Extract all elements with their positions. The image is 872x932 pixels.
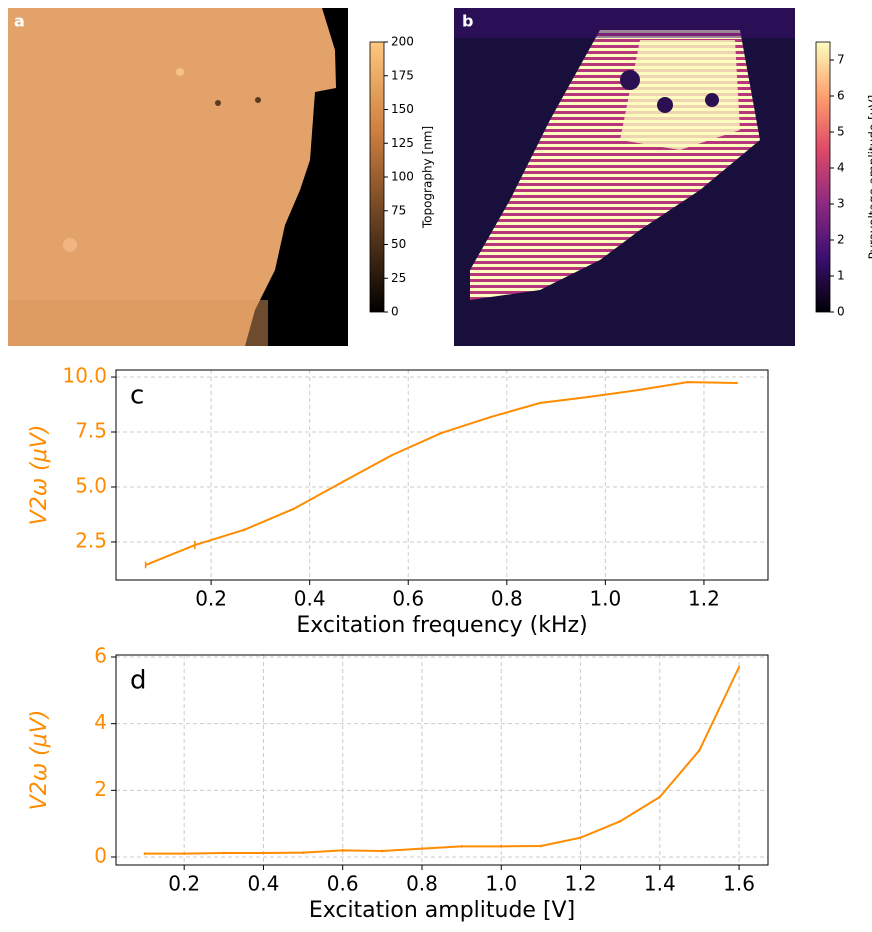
colorbar-tick-label: 1: [837, 269, 845, 283]
x-tick-label: 0.2: [168, 872, 200, 896]
y-tick-label: 4: [94, 710, 107, 734]
y-tick-label: 7.5: [75, 419, 107, 443]
colorbar-tick-label: 25: [391, 271, 406, 285]
x-tick-label: 0.6: [327, 872, 359, 896]
x-tick-label: 0.4: [294, 587, 326, 611]
colorbar-tick-label: 175: [391, 68, 414, 82]
x-tick-label: 1.4: [644, 872, 676, 896]
colorbar-tick-label: 5: [837, 125, 845, 139]
y-tick-label: 5.0: [75, 473, 107, 497]
panel-label: a: [14, 12, 25, 31]
panel-label: d: [130, 666, 147, 696]
colorbar: [815, 41, 831, 313]
colorbar-tick-label: 150: [391, 102, 414, 116]
colorbar-tick-label: 4: [837, 161, 845, 175]
y-tick-label: 2: [94, 777, 107, 801]
axes-frame: [115, 654, 769, 866]
x-tick-label: 0.8: [491, 587, 523, 611]
panel-label: c: [130, 381, 144, 411]
colorbar-tick-label: 200: [391, 35, 414, 49]
x-tick-label: 1.0: [589, 587, 621, 611]
y-tick-label: 2.5: [75, 528, 107, 552]
x-tick-label: 0.4: [248, 872, 280, 896]
pyrovoltage-image: [454, 8, 795, 346]
panel-label: b: [462, 12, 473, 31]
colorbar-tick-label: 100: [391, 170, 414, 184]
x-tick-label: 1.2: [565, 872, 597, 896]
x-tick-label: 1.6: [723, 872, 755, 896]
x-tick-label: 1.0: [485, 872, 517, 896]
colorbar: [369, 41, 385, 313]
colorbar-tick-label: 0: [391, 305, 399, 319]
colorbar-tick-label: 50: [391, 237, 406, 251]
colorbar-tick-label: 3: [837, 197, 845, 211]
colorbar-label: Topography [nm]: [421, 126, 435, 229]
x-tick-label: 0.8: [406, 872, 438, 896]
y-axis-label: V2ω (μV): [27, 710, 52, 811]
y-axis-label: V2ω (μV): [27, 425, 52, 526]
line: [145, 381, 737, 566]
y-tick-label: 10.0: [62, 364, 107, 388]
y-tick-label: 0: [94, 844, 107, 868]
y-tick-label: 6: [94, 644, 107, 668]
colorbar-label: Pyrovoltage amplitude [μV]: [867, 95, 872, 260]
x-axis-label: Excitation amplitude [V]: [309, 898, 575, 923]
topography-image: [8, 8, 348, 346]
colorbar-tick-label: 75: [391, 203, 406, 217]
line: [144, 666, 740, 855]
x-tick-label: 0.6: [392, 587, 424, 611]
x-axis-label: Excitation frequency (kHz): [296, 613, 587, 638]
colorbar-tick-label: 0: [837, 305, 845, 319]
colorbar-tick-label: 2: [837, 233, 845, 247]
x-tick-label: 0.2: [195, 587, 227, 611]
axes-frame: [115, 369, 769, 581]
colorbar-tick-label: 6: [837, 89, 845, 103]
colorbar-tick-label: 7: [837, 53, 845, 67]
x-tick-label: 1.2: [688, 587, 720, 611]
colorbar-tick-label: 125: [391, 136, 414, 150]
